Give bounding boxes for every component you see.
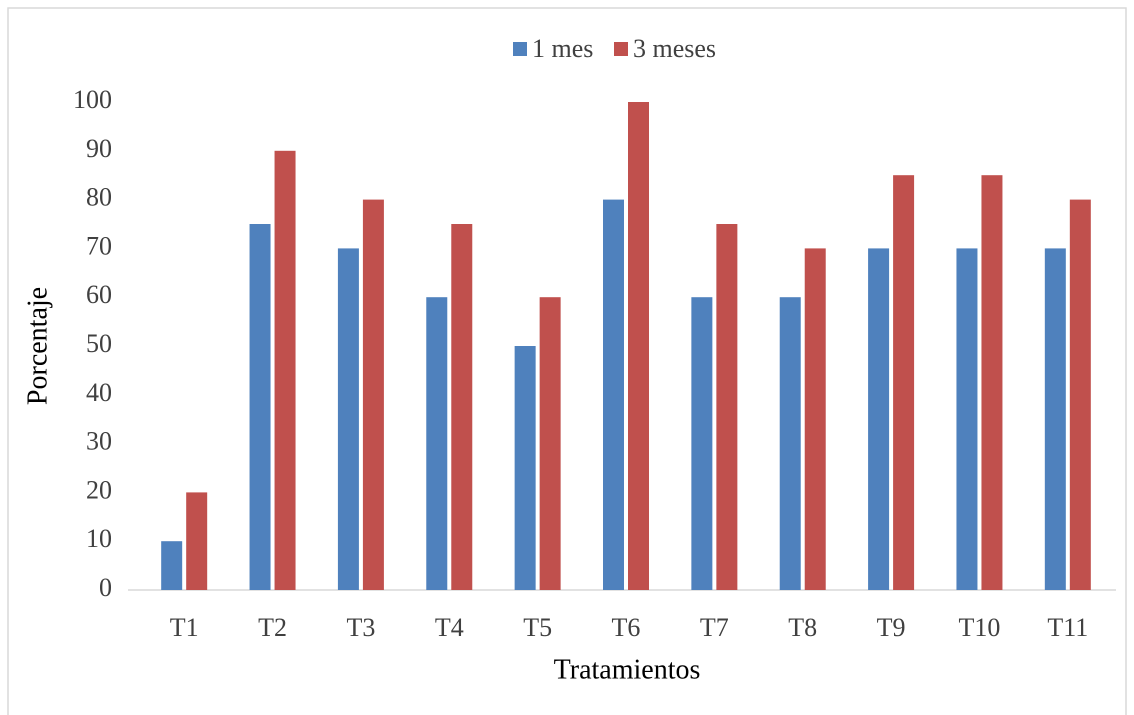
legend-label: 1 mes [532,34,593,63]
bar [603,199,624,590]
y-tick-label: 40 [86,378,112,407]
bar [893,175,915,590]
bar [426,297,448,590]
y-tick-label: 60 [86,280,112,309]
x-tick-label: T1 [170,613,199,642]
bar [868,248,890,590]
x-tick-label: T5 [523,613,552,642]
legend-label: 3 meses [633,34,716,63]
y-tick-label: 100 [73,85,112,114]
y-tick-label: 10 [86,524,112,553]
y-tick-label: 50 [86,329,112,358]
bar [514,346,536,590]
x-tick-label: T7 [700,613,729,642]
bar [1044,248,1066,590]
bar [779,297,801,590]
chart-frame [7,7,1127,715]
bar [1069,199,1091,590]
y-tick-label: 20 [86,475,112,504]
bar [186,492,208,590]
x-tick-label: T11 [1047,613,1088,642]
legend-swatch [513,42,527,56]
x-tick-label: T3 [346,613,375,642]
x-tick-label: T10 [959,613,1001,642]
bar [716,224,738,590]
bar [981,175,1003,590]
bar [274,150,296,591]
y-tick-label: 80 [86,183,112,212]
bar [804,248,826,590]
legend-swatch [614,42,628,56]
bar [249,224,271,590]
y-tick-label: 0 [99,573,112,602]
bar [161,541,183,590]
bar [451,224,473,590]
y-axis-title: Porcentaje [22,287,53,405]
bar [362,199,384,590]
bar [539,297,561,590]
x-tick-label: T9 [877,613,906,642]
y-tick-label: 90 [86,134,112,163]
x-tick-label: T2 [258,613,287,642]
x-tick-label: T4 [435,613,464,642]
x-tick-label: T8 [788,613,817,642]
x-axis-title: Tratamientos [554,654,701,685]
bar [628,102,649,590]
x-tick-label: T6 [612,613,641,642]
y-tick-label: 70 [86,231,112,260]
bar [956,248,978,590]
bar [691,297,713,590]
y-tick-label: 30 [86,427,112,456]
bar [337,248,359,590]
